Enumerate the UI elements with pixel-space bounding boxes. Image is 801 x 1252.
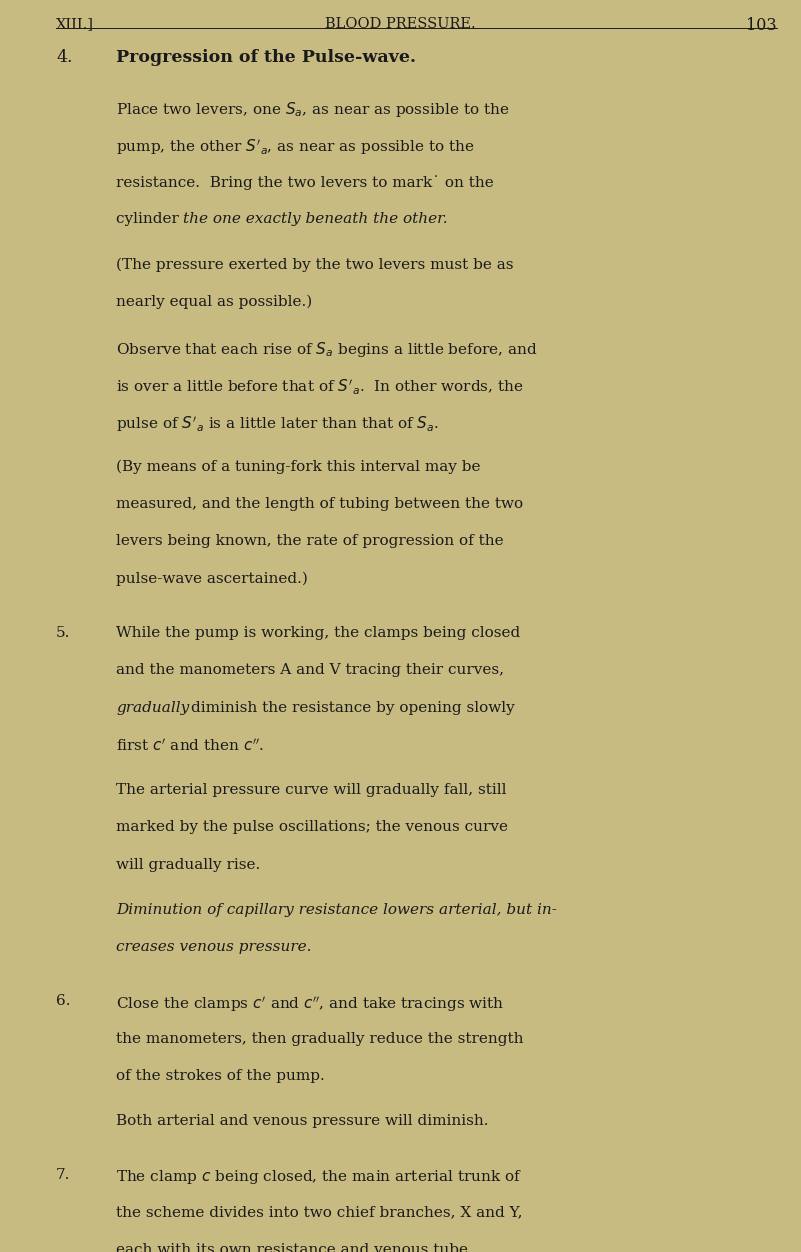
Text: nearly equal as possible.): nearly equal as possible.) — [116, 294, 312, 309]
Text: (By means of a tuning-fork this interval may be: (By means of a tuning-fork this interval… — [116, 459, 481, 475]
Text: will gradually rise.: will gradually rise. — [116, 858, 260, 871]
Text: 5.: 5. — [56, 626, 70, 640]
Text: (The pressure exerted by the two levers must be as: (The pressure exerted by the two levers … — [116, 258, 513, 272]
Text: is over a little before that of $S'_a$.  In other words, the: is over a little before that of $S'_a$. … — [116, 377, 524, 397]
Text: Close the clamps $c'$ and $c''$, and take tracings with: Close the clamps $c'$ and $c''$, and tak… — [116, 994, 505, 1014]
Text: the manometers, then gradually reduce the strength: the manometers, then gradually reduce th… — [116, 1032, 524, 1045]
Text: XIII.]: XIII.] — [56, 16, 94, 31]
Text: Both arterial and venous pressure will diminish.: Both arterial and venous pressure will d… — [116, 1114, 489, 1128]
Text: each with its own resistance and venous tube.: each with its own resistance and venous … — [116, 1243, 473, 1252]
Text: the one exactly beneath the other.: the one exactly beneath the other. — [183, 213, 447, 227]
Text: diminish the resistance by opening slowly: diminish the resistance by opening slowl… — [191, 701, 514, 715]
Text: resistance.  Bring the two levers to mark˙ on the: resistance. Bring the two levers to mark… — [116, 175, 494, 190]
Text: pump, the other $S'_a$, as near as possible to the: pump, the other $S'_a$, as near as possi… — [116, 138, 475, 158]
Text: BLOOD PRESSURE.: BLOOD PRESSURE. — [325, 16, 476, 31]
Text: 4.: 4. — [56, 49, 73, 66]
Text: measured, and the length of tubing between the two: measured, and the length of tubing betwe… — [116, 497, 523, 511]
Text: Place two levers, one $S_a$, as near as possible to the: Place two levers, one $S_a$, as near as … — [116, 100, 509, 119]
Text: Observe that each rise of $S_a$ begins a little before, and: Observe that each rise of $S_a$ begins a… — [116, 341, 538, 359]
Text: first $c'$ and then $c''$.: first $c'$ and then $c''$. — [116, 737, 264, 755]
Text: of the strokes of the pump.: of the strokes of the pump. — [116, 1069, 325, 1083]
Text: and the manometers A and V tracing their curves,: and the manometers A and V tracing their… — [116, 664, 504, 677]
Text: 6.: 6. — [56, 994, 70, 1008]
Text: While the pump is working, the clamps being closed: While the pump is working, the clamps be… — [116, 626, 521, 640]
Text: the scheme divides into two chief branches, X and Y,: the scheme divides into two chief branch… — [116, 1206, 522, 1219]
Text: creases venous pressure.: creases venous pressure. — [116, 940, 312, 954]
Text: pulse-wave ascertained.): pulse-wave ascertained.) — [116, 572, 308, 586]
Text: gradually: gradually — [116, 701, 189, 715]
Text: marked by the pulse oscillations; the venous curve: marked by the pulse oscillations; the ve… — [116, 820, 508, 834]
Text: Diminution of capillary resistance lowers arterial, but in-: Diminution of capillary resistance lower… — [116, 903, 557, 916]
Text: pulse of $S'_a$ is a little later than that of $S_a$.: pulse of $S'_a$ is a little later than t… — [116, 414, 439, 434]
Text: cylinder: cylinder — [116, 213, 184, 227]
Text: levers being known, the rate of progression of the: levers being known, the rate of progress… — [116, 535, 504, 548]
Text: 7.: 7. — [56, 1168, 70, 1182]
Text: The arterial pressure curve will gradually fall, still: The arterial pressure curve will gradual… — [116, 782, 507, 798]
Text: 103: 103 — [747, 16, 777, 34]
Text: The clamp $c$ being closed, the main arterial trunk of: The clamp $c$ being closed, the main art… — [116, 1168, 522, 1186]
Text: Progression of the Pulse-wave.: Progression of the Pulse-wave. — [116, 49, 417, 66]
